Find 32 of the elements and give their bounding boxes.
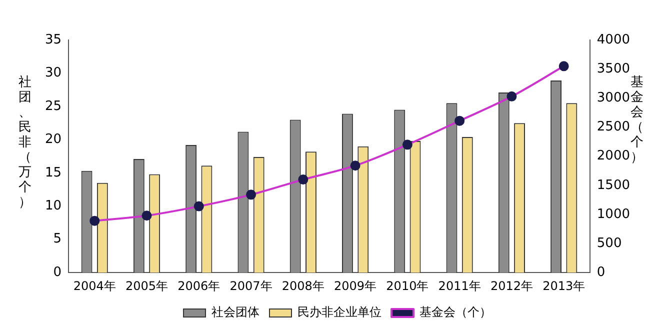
y-tick-label: 10: [44, 198, 62, 214]
y2-tick-label: 3000: [596, 90, 630, 106]
y-tick-label: 15: [44, 165, 62, 180]
x-tick-label: 2008年: [282, 278, 324, 293]
x-tick-label: 2006年: [178, 278, 220, 293]
y2-tick-label: 3500: [596, 61, 630, 76]
y2-axis-title: 基金会（个）: [630, 75, 644, 165]
y2-tick-label: 2500: [596, 120, 630, 135]
y-tick-label: 5: [53, 232, 62, 247]
y-tick-label: 35: [44, 32, 62, 48]
y-tick-label: 30: [44, 66, 62, 81]
x-tick-label: 2012年: [490, 278, 533, 293]
x-tick-label: 2013年: [542, 278, 586, 293]
legend-label: 基金会（个）: [420, 305, 492, 320]
y2-tick-label: 1000: [596, 206, 630, 222]
legend-label: 民办非企业单位: [298, 305, 382, 320]
x-tick-label: 2005年: [125, 278, 168, 293]
x-tick-label: 2009年: [334, 278, 377, 293]
y-tick-label: 20: [44, 132, 62, 148]
y2-tick-label: 0: [596, 264, 606, 280]
legend-label: 社会团体: [212, 305, 260, 320]
x-tick-label: 2010年: [386, 278, 429, 293]
y2-tick-label: 4000: [596, 32, 630, 48]
x-tick-label: 2011年: [438, 278, 481, 293]
text: 社团、民非（万个）: [18, 75, 32, 210]
x-tick-label: 2004年: [73, 278, 116, 293]
y-tick-label: 0: [53, 264, 62, 280]
x-tick-label: 2007年: [230, 278, 272, 293]
y2-tick-label: 500: [596, 236, 622, 251]
y2-tick-label: 1500: [596, 178, 630, 193]
y2-tick-label: 2000: [596, 148, 630, 164]
y-tick-label: 25: [44, 98, 62, 114]
